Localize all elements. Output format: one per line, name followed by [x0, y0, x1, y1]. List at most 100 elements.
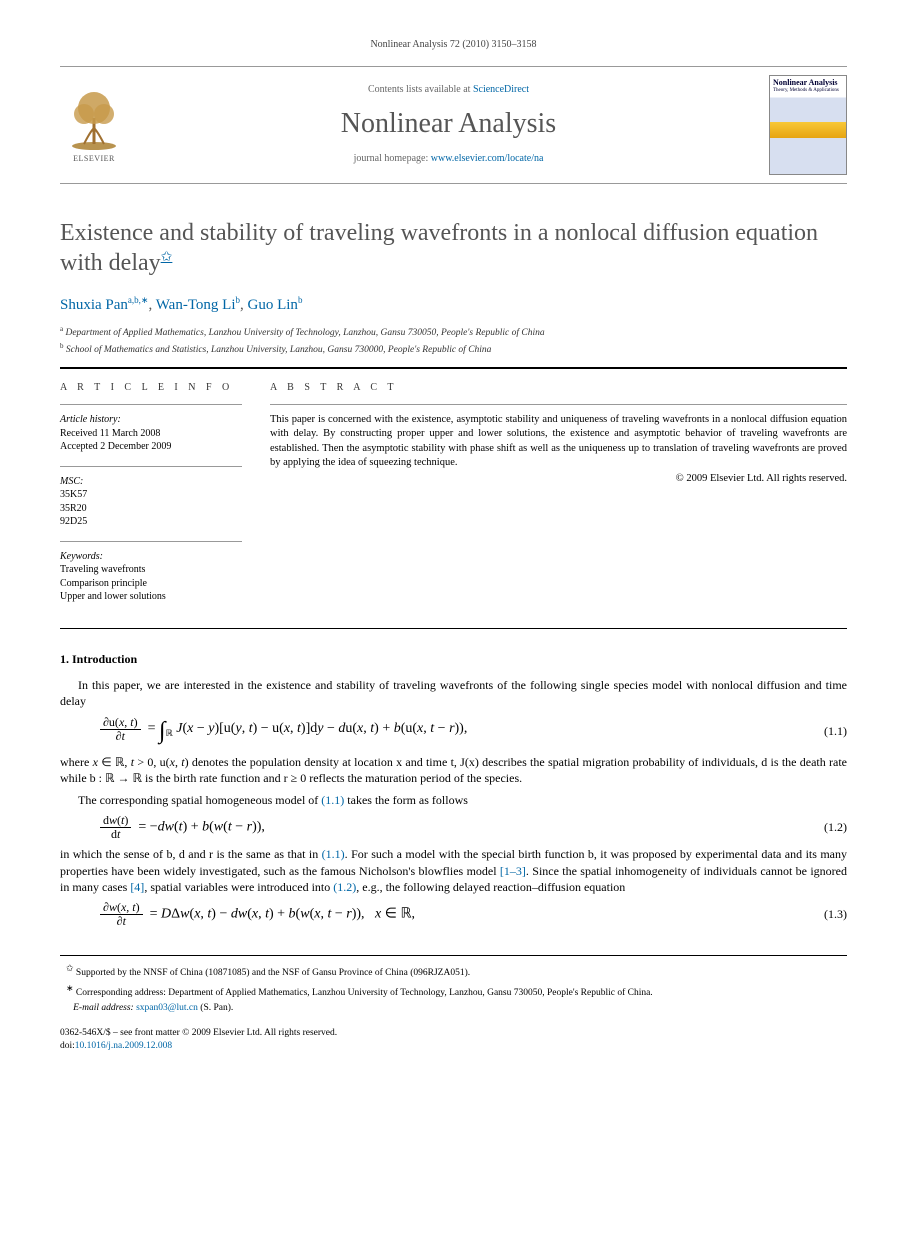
cover-band	[770, 122, 846, 138]
msc-code-1: 35K57	[60, 488, 242, 502]
accepted-date: Accepted 2 December 2009	[60, 440, 242, 454]
ref-eq-1-1-a[interactable]: (1.1)	[321, 793, 344, 807]
journal-name: Nonlinear Analysis	[128, 105, 769, 143]
footnote-corr-marker: ∗	[66, 983, 74, 993]
abstract-column: A B S T R A C T This paper is concerned …	[256, 369, 847, 628]
p4-e: , e.g., the following delayed reaction–d…	[356, 880, 625, 894]
footnotes-block: ✩ Supported by the NNSF of China (108710…	[60, 955, 847, 1015]
affiliation-a: a Department of Applied Mathematics, Lan…	[60, 325, 847, 340]
msc-label: MSC:	[60, 475, 242, 489]
footnote-funding-text: Supported by the NNSF of China (10871085…	[76, 968, 470, 978]
affiliation-a-text: Department of Applied Mathematics, Lanzh…	[65, 328, 544, 338]
footer-copyright-line: 0362-546X/$ – see front matter © 2009 El…	[60, 1027, 847, 1040]
footnote-email-tail: (S. Pan).	[198, 1003, 233, 1013]
elsevier-tree-icon	[62, 88, 126, 152]
contents-available-line: Contents lists available at ScienceDirec…	[128, 83, 769, 97]
sciencedirect-link[interactable]: ScienceDirect	[473, 84, 529, 95]
abstract-inner-rule	[270, 404, 847, 405]
equation-1-3: ∂w(x, t)∂t = DΔw(x, t) − dw(x, t) + b(w(…	[100, 901, 847, 927]
footnote-email-link[interactable]: sxpan03@lut.cn	[136, 1003, 198, 1013]
journal-cover-thumbnail: Nonlinear Analysis Theory, Methods & App…	[769, 75, 847, 175]
msc-code-3: 92D25	[60, 515, 242, 529]
article-history-label: Article history:	[60, 413, 242, 427]
intro-paragraph-1: In this paper, we are interested in the …	[60, 677, 847, 709]
info-abstract-row: A R T I C L E I N F O Article history: R…	[60, 368, 847, 628]
cover-subtitle: Theory, Methods & Applications	[773, 88, 843, 93]
abstract-text: This paper is concerned with the existen…	[270, 413, 847, 470]
footer-doi-link[interactable]: 10.1016/j.na.2009.12.008	[75, 1041, 172, 1051]
footer-doi-line: doi:10.1016/j.na.2009.12.008	[60, 1040, 847, 1053]
article-history-block: Article history: Received 11 March 2008 …	[60, 413, 242, 454]
footnote-funding: ✩ Supported by the NNSF of China (108710…	[60, 962, 847, 980]
author-1-affil-sup: a,b,∗	[128, 295, 149, 305]
section-1-heading: 1. Introduction	[60, 651, 847, 667]
keyword-2: Comparison principle	[60, 577, 242, 591]
equation-1-2: dw(t)dt = −dw(t) + b(w(t − r)), (1.2)	[100, 814, 847, 840]
masthead-center: Contents lists available at ScienceDirec…	[128, 83, 769, 166]
equation-1-3-number: (1.3)	[797, 906, 847, 922]
p2-prefix: where	[60, 755, 93, 769]
equation-1-1-body: ∂u(x, t)∂t = ∫ℝ J(x − y)[u(y, t) − u(x, …	[100, 715, 797, 747]
header-citation: Nonlinear Analysis 72 (2010) 3150–3158	[60, 38, 847, 52]
article-info-heading: A R T I C L E I N F O	[60, 381, 242, 395]
article-title: Existence and stability of traveling wav…	[60, 218, 847, 278]
info-inner-rule-2	[60, 466, 242, 467]
abstract-copyright: © 2009 Elsevier Ltd. All rights reserved…	[270, 472, 847, 486]
equation-1-1: ∂u(x, t)∂t = ∫ℝ J(x − y)[u(y, t) − u(x, …	[100, 715, 847, 747]
msc-block: MSC: 35K57 35R20 92D25	[60, 475, 242, 529]
homepage-prefix: journal homepage:	[354, 153, 431, 164]
equation-1-1-number: (1.1)	[797, 723, 847, 739]
info-inner-rule-3	[60, 541, 242, 542]
author-1-link[interactable]: Shuxia Pan	[60, 297, 128, 313]
p2-suffix: denotes the population density at locati…	[60, 755, 847, 785]
footnote-corr-text: Department of Applied Mathematics, Lanzh…	[166, 988, 653, 998]
ref-cite-1-3[interactable]: [1–3]	[500, 864, 526, 878]
p3-suffix: takes the form as follows	[344, 793, 468, 807]
intro-paragraph-4: in which the sense of b, d and r is the …	[60, 846, 847, 895]
elsevier-logo: ELSEVIER	[60, 85, 128, 165]
author-2-link[interactable]: Wan-Tong Li	[156, 297, 236, 313]
footnote-corr-label: Corresponding address:	[76, 988, 166, 998]
footnote-corresponding: ∗ Corresponding address: Department of A…	[60, 982, 847, 1000]
journal-homepage-link[interactable]: www.elsevier.com/locate/na	[431, 153, 544, 164]
footnote-funding-marker: ✩	[66, 963, 74, 973]
ref-eq-1-2[interactable]: (1.2)	[333, 880, 356, 894]
page-footer: 0362-546X/$ – see front matter © 2009 El…	[60, 1027, 847, 1053]
affiliation-b-text: School of Mathematics and Statistics, La…	[66, 345, 492, 355]
divider-below-info	[60, 628, 847, 629]
p4-a: in which the sense of b, d and r is the …	[60, 847, 322, 861]
equation-1-2-number: (1.2)	[797, 819, 847, 835]
intro-paragraph-2: where x ∈ ℝ, t > 0, u(x, t) denotes the …	[60, 754, 847, 786]
equation-1-3-body: ∂w(x, t)∂t = DΔw(x, t) − dw(x, t) + b(w(…	[100, 901, 797, 927]
article-info-column: A R T I C L E I N F O Article history: R…	[60, 369, 256, 628]
author-3-affil-sup: b	[298, 295, 303, 305]
msc-code-2: 35R20	[60, 502, 242, 516]
elsevier-logo-label: ELSEVIER	[73, 154, 115, 165]
footer-doi-label: doi:	[60, 1041, 75, 1051]
equation-1-2-body: dw(t)dt = −dw(t) + b(w(t − r)),	[100, 814, 797, 840]
footnote-email: E-mail address: sxpan03@lut.cn (S. Pan).	[60, 1002, 847, 1015]
masthead: ELSEVIER Contents lists available at Sci…	[60, 66, 847, 184]
footnote-email-label: E-mail address:	[73, 1003, 134, 1013]
cover-title: Nonlinear Analysis	[773, 79, 843, 87]
keyword-3: Upper and lower solutions	[60, 590, 242, 604]
author-2-affil-sup: b	[236, 295, 241, 305]
author-list: Shuxia Pana,b,∗, Wan-Tong Lib, Guo Linb	[60, 294, 847, 315]
abstract-heading: A B S T R A C T	[270, 381, 847, 395]
ref-eq-1-1-b[interactable]: (1.1)	[322, 847, 345, 861]
journal-homepage-line: journal homepage: www.elsevier.com/locat…	[128, 152, 769, 166]
ref-cite-4[interactable]: [4]	[130, 880, 144, 894]
p4-d: , spatial variables were introduced into	[144, 880, 333, 894]
keywords-label: Keywords:	[60, 550, 242, 564]
received-date: Received 11 March 2008	[60, 427, 242, 441]
affiliation-b: b School of Mathematics and Statistics, …	[60, 342, 847, 357]
author-3-link[interactable]: Guo Lin	[248, 297, 298, 313]
title-footnote-marker[interactable]: ✩	[161, 250, 173, 265]
info-inner-rule-1	[60, 404, 242, 405]
keywords-block: Keywords: Traveling wavefronts Compariso…	[60, 550, 242, 604]
article-title-text: Existence and stability of traveling wav…	[60, 220, 818, 276]
p3-prefix: The corresponding spatial homogeneous mo…	[78, 793, 321, 807]
keyword-1: Traveling wavefronts	[60, 563, 242, 577]
contents-prefix: Contents lists available at	[368, 84, 473, 95]
intro-paragraph-3: The corresponding spatial homogeneous mo…	[60, 792, 847, 808]
